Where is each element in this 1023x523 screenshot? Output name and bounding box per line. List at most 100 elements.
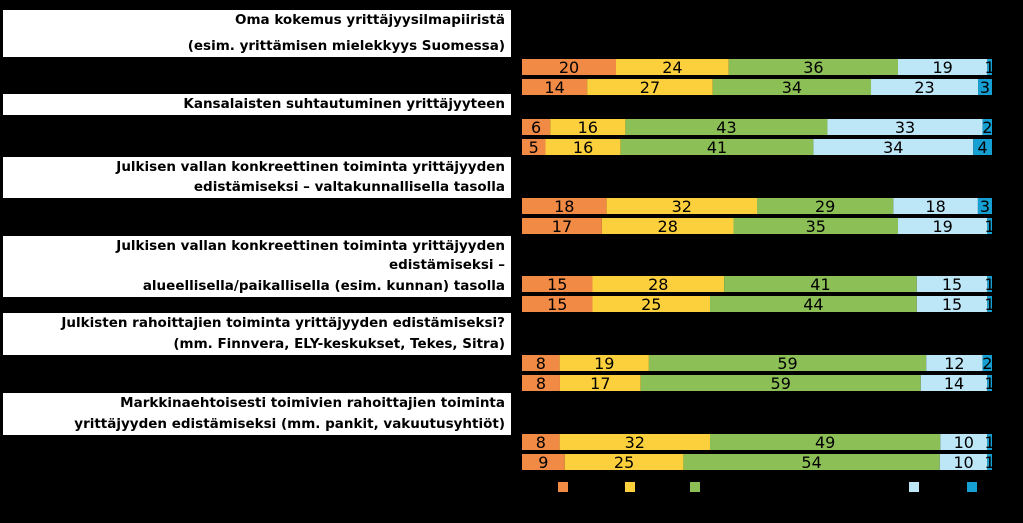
bar-segment xyxy=(522,218,602,234)
bar-segment xyxy=(522,355,560,371)
category-label-line: Julkisen vallan konkreettinen toiminta y… xyxy=(116,159,505,175)
bar-segment xyxy=(625,119,828,135)
legend-swatch-2 xyxy=(625,482,635,492)
bar-segment xyxy=(710,434,941,450)
bar-segment xyxy=(592,296,710,312)
plot-area: 20 24 36 19 114 27 34 23 36 16 43 33 25 16 41 34 418 32 29… xyxy=(517,0,1023,523)
bar-segment xyxy=(601,218,734,234)
data-label: 1 xyxy=(985,433,995,452)
data-label: 8 xyxy=(536,433,546,452)
bar-segment xyxy=(813,139,974,155)
data-label: 28 xyxy=(658,217,678,236)
data-label: 9 xyxy=(538,453,548,472)
bar-segment xyxy=(545,139,621,155)
data-label: 1 xyxy=(985,295,995,314)
bar-segment xyxy=(564,454,684,470)
data-label: 3 xyxy=(980,197,990,216)
bar-segment xyxy=(522,434,560,450)
bar-segment xyxy=(939,454,988,470)
data-label: 28 xyxy=(648,275,668,294)
bar-segment xyxy=(559,375,641,391)
data-label: 1 xyxy=(985,58,995,77)
legend-swatch-1 xyxy=(558,482,568,492)
bar-segment xyxy=(728,59,898,75)
data-label: 1 xyxy=(985,374,995,393)
bar-segment xyxy=(926,355,983,371)
bar-segment xyxy=(916,296,988,312)
data-label: 4 xyxy=(978,138,988,157)
data-label: 29 xyxy=(815,197,835,216)
bar-segment xyxy=(982,355,992,371)
category-label-line: Oma kokemus yrittäjyysilmapiiristä xyxy=(234,12,505,28)
data-label: 8 xyxy=(536,374,546,393)
bar-segment xyxy=(977,198,992,214)
bar-segment xyxy=(871,79,979,95)
bar-segment xyxy=(616,59,729,75)
data-label: 33 xyxy=(895,118,915,137)
data-label: 59 xyxy=(777,354,797,373)
data-label: 6 xyxy=(531,118,541,137)
data-label: 2 xyxy=(982,354,992,373)
category-label-6: Markkinaehtoisesti toimivien rahoittajie… xyxy=(3,393,511,435)
bar-segment xyxy=(898,59,988,75)
bar-segment xyxy=(893,198,978,214)
bar-segment xyxy=(982,119,992,135)
data-label: 34 xyxy=(883,138,903,157)
legend-swatch-4 xyxy=(909,482,919,492)
bar-segment xyxy=(712,79,872,95)
bar-segment xyxy=(648,355,927,371)
data-label: 54 xyxy=(801,453,821,472)
bar-segment xyxy=(522,79,588,95)
data-label: 3 xyxy=(980,78,990,97)
bar-segment xyxy=(987,59,992,75)
bar-segment xyxy=(522,59,616,75)
category-label-2: Kansalaisten suhtautuminen yrittäjyyteen xyxy=(3,94,511,115)
bar-segment xyxy=(827,119,983,135)
bar-segment xyxy=(978,79,992,95)
data-label: 25 xyxy=(614,453,634,472)
category-label-5: Julkisten rahoittajien toiminta yrittäjy… xyxy=(3,313,511,355)
bar-segment xyxy=(710,296,917,312)
data-label: 32 xyxy=(625,433,645,452)
category-label-line: Julkisen vallan konkreettinen toiminta y… xyxy=(116,238,505,273)
bar-segment xyxy=(587,79,713,95)
bar-segment xyxy=(640,375,921,391)
data-label: 19 xyxy=(932,58,952,77)
data-label: 36 xyxy=(803,58,823,77)
bar-segment xyxy=(973,139,992,155)
data-label: 2 xyxy=(982,118,992,137)
data-label: 17 xyxy=(552,217,572,236)
data-label: 19 xyxy=(594,354,614,373)
legend-swatch-3 xyxy=(690,482,700,492)
category-label-line: yrittäjyyden edistämiseksi (mm. pankit, … xyxy=(74,416,505,432)
bar-segment xyxy=(757,198,894,214)
data-label: 27 xyxy=(640,78,660,97)
bar-segment xyxy=(522,454,565,470)
bar-segment xyxy=(522,296,593,312)
bar-segment xyxy=(522,276,593,292)
data-label: 18 xyxy=(925,197,945,216)
data-label: 10 xyxy=(954,433,974,452)
data-label: 18 xyxy=(554,197,574,216)
data-label: 16 xyxy=(573,138,593,157)
bar-segment xyxy=(522,198,607,214)
category-label-line: Julkisten rahoittajien toiminta yrittäjy… xyxy=(61,315,505,331)
data-label: 19 xyxy=(932,217,952,236)
bar-segment xyxy=(592,276,725,292)
data-label: 15 xyxy=(547,295,567,314)
bar-segment xyxy=(987,296,992,312)
bar-segment xyxy=(522,375,560,391)
bar-segment xyxy=(559,355,649,371)
data-label: 8 xyxy=(536,354,546,373)
category-label-line: (esim. yrittämisen mielekkyys Suomessa) xyxy=(187,38,505,54)
data-label: 17 xyxy=(590,374,610,393)
data-label: 44 xyxy=(803,295,823,314)
bar-segment xyxy=(987,375,992,391)
data-label: 43 xyxy=(716,118,736,137)
category-label-1: Oma kokemus yrittäjyysilmapiiristä (esim.… xyxy=(3,10,511,57)
category-label-line: Markkinaehtoisesti toimivien rahoittajie… xyxy=(120,395,505,411)
data-label: 16 xyxy=(578,118,598,137)
data-label: 15 xyxy=(942,295,962,314)
bar-segment xyxy=(606,198,757,214)
